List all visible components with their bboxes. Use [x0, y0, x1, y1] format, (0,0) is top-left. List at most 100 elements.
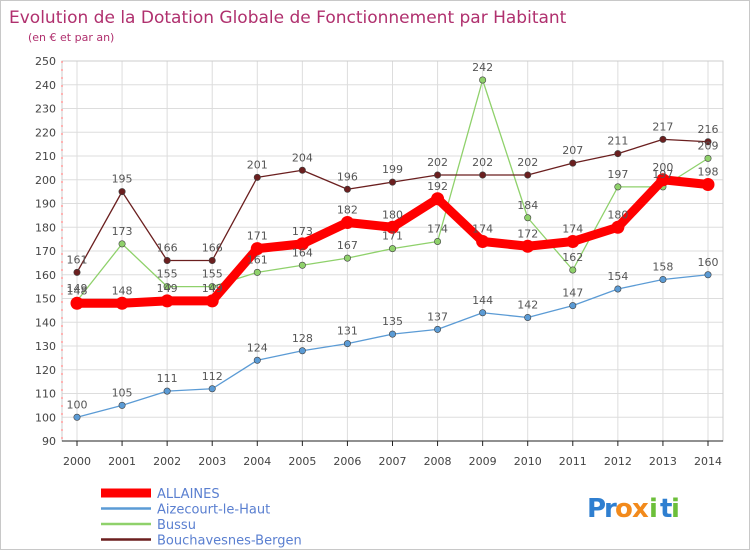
data-label: 155 [157, 268, 178, 281]
x-tick-label: 2010 [514, 455, 542, 468]
data-point [524, 313, 532, 321]
series-layer [70, 76, 715, 421]
data-label: 216 [698, 123, 719, 136]
data-point [118, 240, 126, 248]
data-point [343, 185, 351, 193]
data-label: 197 [652, 168, 673, 181]
y-tick-label: 190 [35, 198, 56, 211]
legend-item: Bouchavesnes-Bergen [101, 534, 302, 549]
data-label: 217 [652, 120, 673, 133]
data-point [70, 296, 84, 310]
data-point [208, 256, 216, 264]
data-point [479, 76, 487, 84]
data-point [118, 401, 126, 409]
data-point [704, 154, 712, 162]
data-point [118, 188, 126, 196]
data-point [163, 387, 171, 395]
y-tick-label: 140 [35, 316, 56, 329]
data-label: 131 [337, 325, 358, 338]
y-tick-label: 130 [35, 340, 56, 353]
legend-label: Bouchavesnes-Bergen [157, 534, 302, 549]
data-label: 161 [67, 253, 88, 266]
data-label: 155 [202, 268, 223, 281]
y-tick-label: 220 [35, 126, 56, 139]
proxiti-logo: Pro x i ti [587, 494, 680, 524]
y-tick-label: 100 [35, 411, 56, 424]
data-label: 124 [247, 341, 268, 354]
data-point [569, 159, 577, 167]
data-point [340, 216, 354, 229]
data-point [388, 245, 396, 253]
data-label: 135 [382, 315, 403, 328]
data-label: 162 [562, 251, 583, 264]
legend: ALLAINESAizecourt-le-HautBussuBouchavesn… [101, 487, 302, 549]
data-label: 209 [698, 139, 719, 152]
data-label: 207 [562, 144, 583, 157]
x-tick-label: 2011 [559, 455, 587, 468]
data-label: 173 [112, 225, 133, 238]
data-label: 149 [202, 282, 223, 295]
data-point [614, 183, 622, 191]
data-point [479, 309, 487, 317]
data-label: 201 [247, 158, 268, 171]
label-layer: 149 173 155 155 161 164 167 171 174 242 184 162 197 1… [67, 61, 719, 411]
data-label: 174 [472, 223, 493, 236]
y-tick-label: 120 [35, 364, 56, 377]
data-label: 204 [292, 151, 313, 164]
data-point [208, 283, 216, 291]
data-label: 137 [427, 310, 448, 323]
data-label: 174 [562, 223, 583, 236]
x-tick-label: 2008 [424, 455, 452, 468]
data-point [73, 268, 81, 276]
data-point [614, 285, 622, 293]
data-point [253, 356, 261, 364]
data-label: 197 [607, 168, 628, 181]
data-point [208, 385, 216, 393]
series-aizecourt-le-haut [73, 271, 712, 421]
data-point [611, 220, 625, 234]
data-label: 111 [157, 372, 178, 385]
data-point [521, 239, 535, 253]
data-label: 202 [517, 156, 538, 169]
legend-label: Aizecourt-le-Haut [157, 503, 270, 518]
y-tick-label: 110 [35, 388, 56, 401]
data-point [701, 178, 715, 191]
data-label: 174 [427, 223, 448, 236]
data-label: 184 [517, 199, 538, 212]
data-label: 180 [607, 208, 628, 221]
data-label: 149 [157, 282, 178, 295]
logo-letter: t [660, 494, 672, 524]
data-label: 180 [382, 208, 403, 221]
y-tick-label: 200 [35, 174, 56, 187]
data-point [160, 294, 174, 308]
logo-letter: P [587, 494, 606, 524]
data-point [163, 283, 171, 291]
data-point [298, 166, 306, 174]
data-label: 158 [652, 261, 673, 274]
data-label: 171 [247, 230, 268, 243]
y-tick-label: 170 [35, 245, 56, 258]
data-label: 196 [337, 170, 358, 183]
y-tick-label: 230 [35, 103, 56, 116]
data-label: 171 [382, 230, 403, 243]
data-point [295, 237, 309, 251]
logo-letter: i [649, 494, 658, 524]
y-tick-label: 250 [35, 55, 56, 68]
chart-subtitle: (en € et par an) [28, 31, 114, 44]
x-tick-label: 2012 [604, 455, 632, 468]
data-point [434, 325, 442, 333]
series-bouchavesnes-bergen [73, 135, 712, 276]
data-label: 147 [562, 287, 583, 300]
data-point [298, 261, 306, 269]
data-label: 144 [472, 294, 493, 307]
y-tick-label: 160 [35, 269, 56, 282]
data-point [163, 256, 171, 264]
data-point [253, 173, 261, 181]
logo-letter: r [604, 494, 617, 524]
data-label: 100 [67, 398, 88, 411]
data-point [614, 150, 622, 158]
data-point [431, 192, 445, 206]
y-tick-label: 210 [35, 150, 56, 163]
